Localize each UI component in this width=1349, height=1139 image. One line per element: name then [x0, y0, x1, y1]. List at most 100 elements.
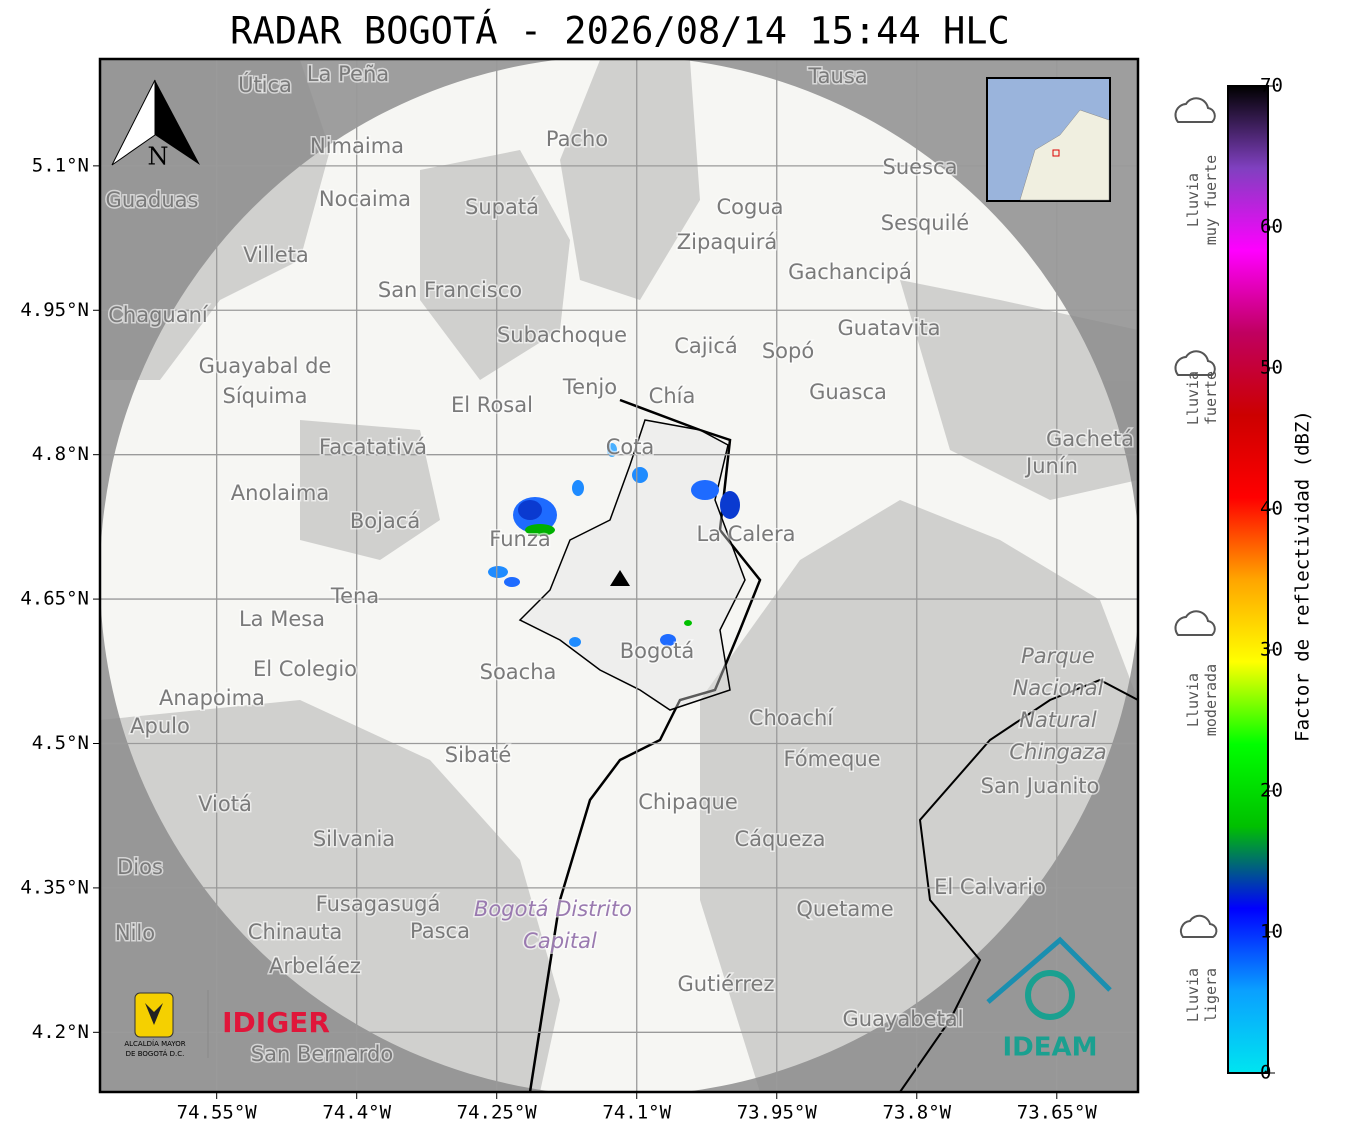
place-label: Bojacá — [350, 509, 420, 533]
place-label: Funza — [489, 527, 550, 551]
colorbar-tick-label: 20 — [1260, 780, 1283, 802]
place-label: Guasca — [809, 380, 887, 404]
x-tick-label: 73.95°W — [737, 1102, 818, 1124]
x-tick-label: 74.1°W — [602, 1102, 671, 1124]
place-label: Cajicá — [674, 334, 738, 358]
place-label: Supatá — [465, 195, 539, 219]
place-label: Apulo — [130, 714, 190, 738]
north-label: N — [148, 143, 169, 171]
chingaza-border — [899, 678, 1138, 1092]
place-label: Viotá — [198, 792, 252, 816]
place-label: Tena — [330, 584, 379, 608]
place-label: Subachoque — [497, 323, 627, 347]
x-tick-label: 73.8°W — [882, 1102, 951, 1124]
rain-category: Lluvia — [1184, 968, 1202, 1022]
place-label: Síquima — [223, 384, 308, 408]
colorbar-tick-label: 50 — [1260, 357, 1283, 379]
ideam-logo: IDEAM — [986, 936, 1112, 1063]
rain-category: Lluvia — [1184, 371, 1202, 425]
place-label: La Peña — [307, 62, 389, 86]
x-tick-label: 73.65°W — [1017, 1102, 1098, 1124]
place-label: Soacha — [480, 660, 557, 684]
place-label: Fómeque — [783, 747, 880, 771]
title: RADAR BOGOTÁ - 2026/08/14 15:44 HLC — [230, 9, 1010, 53]
place-label: Chipaque — [638, 790, 738, 814]
x-tick-label: 74.25°W — [457, 1102, 538, 1124]
x-tick-label: 74.55°W — [177, 1102, 258, 1124]
place-label: Fusagasugá — [316, 892, 441, 916]
place-label: Sibaté — [445, 743, 512, 767]
place-label: Choachí — [749, 706, 835, 730]
place-label: Zipaquirá — [677, 230, 777, 254]
place-label: Guayabetal — [843, 1007, 964, 1031]
rain-category: fuerte — [1202, 371, 1220, 425]
colorbar-tick-label: 70 — [1260, 75, 1283, 97]
map: La Peña Útica Tausa Pacho Nimaima Suesca Guadu… — [100, 59, 1138, 1092]
rain-category: ligera — [1202, 968, 1220, 1022]
place-label: El Calvario — [934, 875, 1046, 899]
place-label: Cáqueza — [735, 827, 826, 851]
place-label: Bogotá — [620, 639, 695, 663]
place-label: Guayabal de — [199, 354, 332, 378]
y-tick-label: 4.35°N — [20, 876, 89, 898]
y-tick-label: 5.1°N — [32, 154, 89, 176]
place-label: Sopó — [762, 339, 814, 363]
place-label: Tenjo — [562, 375, 617, 399]
place-label: Chingaza — [1009, 740, 1106, 764]
north-arrow: N — [111, 79, 200, 171]
rain-category: Lluvia — [1184, 673, 1202, 727]
alcaldia-logo: ALCALDÍA MAYOR DE BOGOTÁ D.C. — [124, 990, 209, 1058]
inset-map — [986, 77, 1111, 202]
place-label: Junín — [1024, 454, 1078, 478]
rain-category: muy fuerte — [1202, 155, 1220, 245]
place-label: Nacional — [1013, 676, 1104, 700]
place-label: Guatavita — [838, 316, 941, 340]
place-label: Chinauta — [248, 920, 342, 944]
place-label: Chaguaní — [108, 303, 209, 327]
place-label: Suesca — [883, 155, 958, 179]
place-label: Natural — [1019, 708, 1097, 732]
place-label: Cota — [606, 435, 655, 459]
place-label: La Calera — [696, 522, 795, 546]
radar-echoes — [488, 443, 740, 647]
colorbar-label: Factor de reflectividad (dBZ) — [1292, 410, 1314, 742]
idiger-logo: IDIGER — [222, 1006, 330, 1039]
alcaldia-text: ALCALDÍA MAYOR — [124, 1039, 185, 1048]
y-tick-label: 4.8°N — [32, 443, 89, 465]
place-label: Arbeláez — [269, 954, 361, 978]
place-label: Cogua — [716, 195, 783, 219]
place-label: Villeta — [243, 243, 308, 267]
place-label: Nimaima — [310, 134, 404, 158]
place-label: Anolaima — [231, 481, 329, 505]
place-label: Pasca — [410, 919, 470, 943]
place-label: Dios — [117, 855, 163, 879]
place-label: El Rosal — [451, 393, 533, 417]
place-label: Chía — [649, 384, 696, 408]
place-label: Tausa — [807, 64, 867, 88]
rain-category: moderada — [1202, 664, 1220, 736]
place-label: Pacho — [546, 127, 608, 151]
y-tick-label: 4.5°N — [32, 732, 89, 754]
colorbar-tick-label: 10 — [1260, 921, 1283, 943]
radar-site — [610, 570, 630, 586]
place-label: Anapoima — [159, 686, 265, 710]
map-frame — [98, 57, 1140, 1094]
place-label: La Mesa — [239, 607, 325, 631]
terrain — [100, 60, 1138, 1092]
x-tick-label: 74.4°W — [322, 1102, 391, 1124]
place-label: San Bernardo — [251, 1042, 393, 1066]
y-tick-label: 4.95°N — [20, 299, 89, 321]
place-label: Sesquilé — [881, 211, 969, 235]
place-label: Nilo — [115, 921, 155, 945]
place-label: Bogotá Distrito — [474, 897, 632, 921]
alcaldia-text: DE BOGOTÁ D.C. — [126, 1049, 185, 1058]
colorbar-tick-label: 0 — [1260, 1062, 1271, 1084]
colorbar-tick-label: 40 — [1260, 498, 1283, 520]
district-border — [528, 398, 762, 1092]
place-label: Facatativá — [319, 435, 427, 459]
place-label: Guaduas — [106, 188, 199, 212]
place-label: Nocaima — [319, 187, 411, 211]
rain-category: Lluvia — [1184, 173, 1202, 227]
